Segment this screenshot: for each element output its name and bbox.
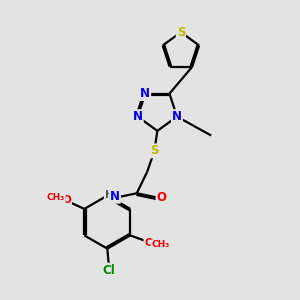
- Text: N: N: [172, 110, 182, 123]
- Text: N: N: [140, 87, 150, 100]
- Text: S: S: [150, 144, 159, 158]
- Text: CH₃: CH₃: [152, 240, 170, 249]
- Text: Cl: Cl: [102, 264, 115, 277]
- Text: N: N: [133, 110, 143, 123]
- Text: S: S: [177, 26, 185, 39]
- Text: N: N: [110, 190, 120, 203]
- Text: O: O: [157, 191, 166, 204]
- Text: H: H: [105, 190, 113, 200]
- Text: CH₃: CH₃: [47, 194, 65, 202]
- Text: O: O: [144, 238, 153, 248]
- Text: O: O: [62, 195, 71, 205]
